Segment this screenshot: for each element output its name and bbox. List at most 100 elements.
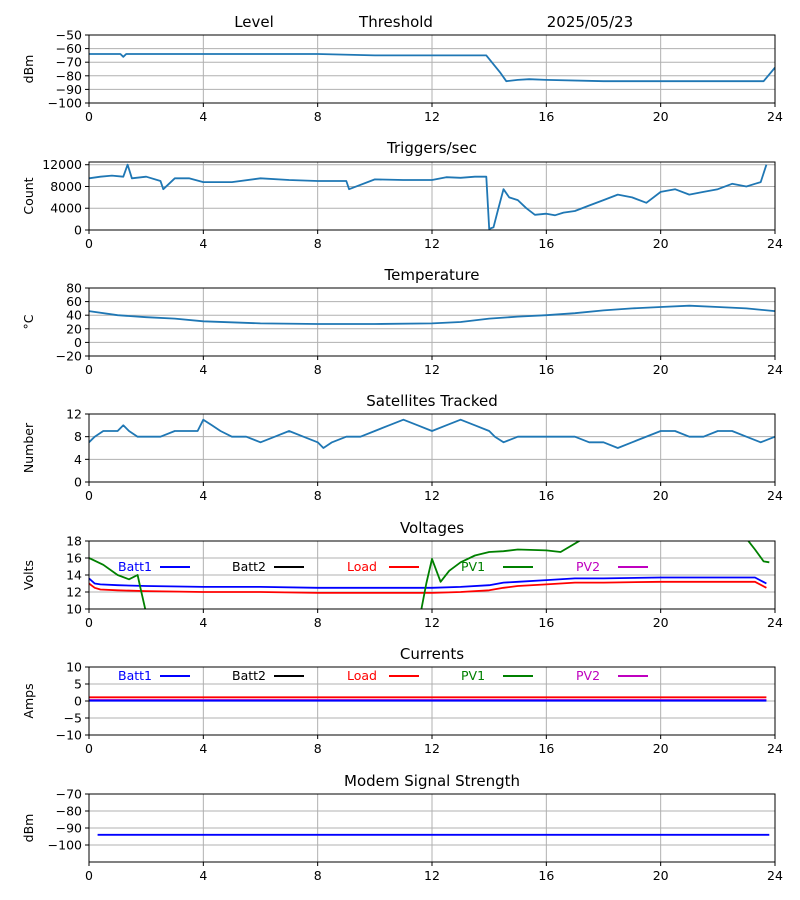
x-tick-label: 8 <box>314 868 322 883</box>
y-tick-label: −20 <box>56 349 82 364</box>
y-tick-label: −100 <box>48 96 82 111</box>
series-line-pv1 <box>89 541 770 609</box>
x-tick-label: 16 <box>538 109 554 124</box>
y-tick-label: 0 <box>74 475 82 490</box>
x-tick-label: 16 <box>538 488 554 503</box>
y-tick-label: 60 <box>66 294 82 309</box>
x-tick-label: 4 <box>199 236 207 251</box>
x-tick-label: 0 <box>85 109 93 124</box>
legend-label: Load <box>347 668 377 683</box>
y-tick-label: −90 <box>56 821 82 836</box>
x-tick-label: 24 <box>767 868 783 883</box>
panel-voltages: 0 4 8 12 16 20 24 10 12 14 16 18 Volts Voltages Batt1 B… <box>21 519 783 630</box>
x-tick-label: 12 <box>424 868 440 883</box>
x-tick-label: 24 <box>767 488 783 503</box>
panel-modem: 0 4 8 12 16 20 24 −100 −90 −80 −70 dBm Modem Signal … <box>21 772 783 883</box>
x-tick-label: 8 <box>314 741 322 756</box>
x-tick-label: 0 <box>85 236 93 251</box>
series-line-batt1 <box>89 576 767 589</box>
panel-level: 0 4 8 12 16 20 24 −100−90−80−70−60−50 dBm Level Th… <box>21 13 783 124</box>
x-tick-label: 12 <box>424 236 440 251</box>
x-tick-label: 0 <box>85 615 93 630</box>
header-label: Threshold <box>358 13 433 31</box>
series-line-temperature <box>89 304 775 325</box>
x-tick-label: 16 <box>538 615 554 630</box>
y-tick-label: −50 <box>56 28 82 43</box>
header-label: 2025/05/23 <box>547 13 633 31</box>
x-tick-label: 4 <box>199 362 207 377</box>
y-axis-label: dBm <box>21 814 36 843</box>
y-tick-label: 10 <box>66 660 82 675</box>
y-tick-label: 12 <box>66 585 82 600</box>
legend-label: PV2 <box>576 559 600 574</box>
y-tick-label: −60 <box>56 41 82 56</box>
y-tick-label: −100 <box>48 838 82 853</box>
y-tick-label: 0 <box>74 223 82 238</box>
y-tick-label: 12000 <box>42 157 82 172</box>
y-axis-label: Amps <box>21 683 36 718</box>
legend-label: Load <box>347 559 377 574</box>
y-tick-label: 0 <box>74 694 82 709</box>
x-tick-label: 20 <box>653 615 669 630</box>
header-label: Level <box>234 13 274 31</box>
y-tick-label: −70 <box>56 787 82 802</box>
x-tick-label: 16 <box>538 741 554 756</box>
chart-title: Voltages <box>400 519 464 537</box>
panel-satellites: 0 4 8 12 16 20 24 0 4 8 12 Number Satellites Tracked <box>21 392 783 503</box>
x-tick-label: 20 <box>653 236 669 251</box>
y-tick-label: −80 <box>56 804 82 819</box>
x-tick-label: 16 <box>538 236 554 251</box>
x-tick-label: 24 <box>767 615 783 630</box>
x-tick-label: 24 <box>767 236 783 251</box>
y-tick-label: 18 <box>66 534 82 549</box>
x-tick-label: 12 <box>424 615 440 630</box>
y-tick-label: 0 <box>74 335 82 350</box>
chart-title: Modem Signal Strength <box>344 772 520 790</box>
x-tick-label: 4 <box>199 868 207 883</box>
x-tick-label: 20 <box>653 488 669 503</box>
series-line-load <box>89 580 767 594</box>
y-tick-label: 40 <box>66 308 82 323</box>
y-axis-label: Count <box>21 177 36 214</box>
x-tick-label: 16 <box>538 868 554 883</box>
x-tick-label: 12 <box>424 362 440 377</box>
x-tick-label: 20 <box>653 868 669 883</box>
series-line-triggers <box>89 163 768 230</box>
panel-triggers: 0 4 8 12 16 20 24 0 4000 8000 12000 Count Triggers/s… <box>21 139 783 251</box>
y-axis-label: Volts <box>21 560 36 590</box>
chart-title: Currents <box>400 645 464 663</box>
y-tick-label: 8000 <box>50 179 82 194</box>
y-axis-label: °C <box>21 314 36 329</box>
x-tick-label: 20 <box>653 109 669 124</box>
y-axis-label: Number <box>21 422 36 473</box>
legend-label: PV1 <box>461 559 485 574</box>
x-tick-label: 4 <box>199 741 207 756</box>
y-tick-label: −10 <box>56 728 82 743</box>
y-tick-label: −5 <box>64 711 82 726</box>
series-line-level <box>89 53 775 83</box>
legend-label: Batt1 <box>118 559 152 574</box>
y-tick-label: 4000 <box>50 201 82 216</box>
x-tick-label: 4 <box>199 615 207 630</box>
y-tick-label: 8 <box>74 429 82 444</box>
x-tick-label: 24 <box>767 362 783 377</box>
x-tick-label: 24 <box>767 741 783 756</box>
x-tick-label: 20 <box>653 741 669 756</box>
x-tick-label: 0 <box>85 868 93 883</box>
series-line-satellites <box>89 418 775 449</box>
x-tick-label: 0 <box>85 741 93 756</box>
legend-label: Batt2 <box>232 668 266 683</box>
y-tick-label: 10 <box>66 602 82 617</box>
y-tick-label: 20 <box>66 321 82 336</box>
y-tick-label: 80 <box>66 281 82 296</box>
chart-title: Temperature <box>383 266 479 284</box>
y-axis-label: dBm <box>21 55 36 84</box>
x-tick-label: 8 <box>314 362 322 377</box>
y-tick-label: 4 <box>74 452 82 467</box>
x-tick-label: 0 <box>85 362 93 377</box>
x-tick-label: 24 <box>767 109 783 124</box>
x-tick-label: 0 <box>85 488 93 503</box>
chart-title: Satellites Tracked <box>366 392 497 410</box>
